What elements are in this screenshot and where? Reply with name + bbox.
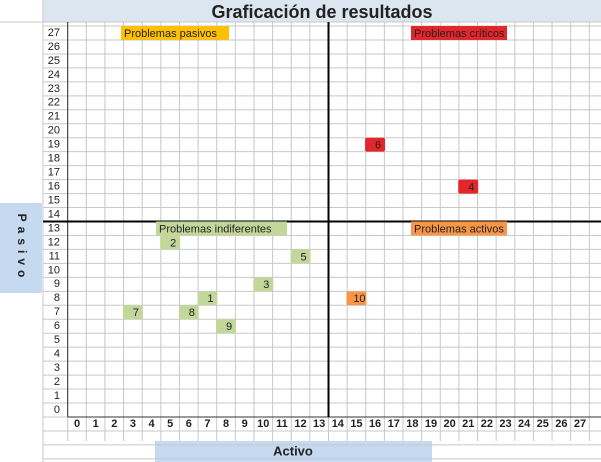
y-tick-label: 10 <box>48 264 60 276</box>
x-tick-label: 11 <box>276 418 288 430</box>
y-tick-label: 21 <box>48 111 60 123</box>
y-tick-label: 11 <box>49 250 60 262</box>
legend-swatch <box>156 221 287 236</box>
y-tick-label: 3 <box>54 362 60 374</box>
point-label: 2 <box>170 237 176 249</box>
y-tick-label: 0 <box>54 404 60 416</box>
point-label: 4 <box>468 181 474 193</box>
title-band <box>43 0 601 22</box>
y-tick-label: 16 <box>48 180 60 192</box>
x-tick-label: 7 <box>204 418 210 430</box>
point <box>458 179 479 194</box>
x-tick-label: 22 <box>481 418 493 430</box>
point <box>216 319 237 334</box>
point-label: 10 <box>353 293 365 305</box>
point-label: 9 <box>226 321 232 333</box>
x-tick-label: 27 <box>574 418 586 430</box>
point <box>160 235 181 250</box>
legend-swatch <box>411 221 507 236</box>
x-axis-label: Activo <box>273 443 313 458</box>
y-tick-label: 20 <box>48 125 60 137</box>
legend-label: Problemas pasivos <box>124 28 217 40</box>
y-tick-label: 6 <box>54 320 60 332</box>
point-label: 7 <box>133 307 139 319</box>
x-tick-label: 15 <box>350 418 362 430</box>
x-tick-label: 26 <box>555 418 567 430</box>
x-tick-label: 4 <box>148 418 155 430</box>
y-tick-label: 18 <box>48 153 60 165</box>
x-tick-label: 8 <box>223 418 229 430</box>
y-tick-label: 19 <box>48 139 60 151</box>
y-tick-label: 24 <box>48 69 60 81</box>
y-tick-label: 9 <box>54 278 60 290</box>
legend-swatch <box>121 26 229 40</box>
point-label: 3 <box>263 279 269 291</box>
x-tick-label: 0 <box>74 418 80 430</box>
x-tick-label: 16 <box>369 418 381 430</box>
y-axis-label: Pasivo <box>15 214 29 283</box>
y-tick-label: 27 <box>48 27 60 39</box>
y-tick-label: 23 <box>48 83 60 95</box>
y-tick-label: 13 <box>48 222 60 234</box>
y-tick-label: 14 <box>48 208 60 220</box>
point <box>178 305 199 320</box>
x-label-band <box>155 441 432 462</box>
point <box>346 291 367 306</box>
point <box>365 137 386 152</box>
y-tick-label: 7 <box>54 306 60 318</box>
y-tick-label: 22 <box>48 97 60 109</box>
x-tick-label: 25 <box>537 418 549 430</box>
x-tick-label: 21 <box>462 418 474 430</box>
point <box>122 305 143 320</box>
y-tick-label: 17 <box>48 167 60 179</box>
y-tick-label: 5 <box>54 334 60 346</box>
legend-label: Problemas indiferentes <box>159 223 272 235</box>
x-tick-label: 2 <box>111 418 117 430</box>
legend-label: Problemas activos <box>414 223 504 235</box>
x-tick-label: 5 <box>167 418 173 430</box>
y-axis-label-text: Pasivo <box>15 214 29 283</box>
x-tick-label: 13 <box>313 418 325 430</box>
x-tick-label: 10 <box>257 418 269 430</box>
y-tick-label: 4 <box>54 348 60 360</box>
x-tick-label: 17 <box>388 418 400 430</box>
x-tick-label: 24 <box>518 418 531 430</box>
y-tick-label: 1 <box>54 390 60 402</box>
point-label: 8 <box>189 307 195 319</box>
y-tick-label: 25 <box>48 55 60 67</box>
point-label: 1 <box>207 293 213 305</box>
legend-label: Problemas críticos <box>414 28 505 40</box>
y-tick-label: 15 <box>48 194 60 206</box>
x-tick-label: 19 <box>425 418 437 430</box>
x-tick-label: 18 <box>406 418 418 430</box>
x-tick-label: 9 <box>242 418 248 430</box>
point <box>197 291 218 306</box>
chart-title: Graficación de resultados <box>211 2 432 22</box>
y-tick-label: 26 <box>48 41 60 53</box>
x-tick-label: 6 <box>186 418 192 430</box>
point-label: 6 <box>375 140 381 152</box>
x-tick-label: 20 <box>443 418 455 430</box>
x-tick-label: 23 <box>499 418 511 430</box>
x-tick-label: 1 <box>93 418 99 430</box>
y-tick-label: 8 <box>54 292 60 304</box>
legend-swatch <box>411 26 507 40</box>
point <box>290 249 311 264</box>
y-label-band <box>0 203 42 293</box>
y-tick-label: 12 <box>48 236 60 248</box>
y-tick-label: 2 <box>54 376 60 388</box>
x-tick-label: 14 <box>332 418 345 430</box>
point <box>253 277 274 292</box>
point-label: 5 <box>300 251 306 263</box>
x-tick-label: 3 <box>130 418 136 430</box>
x-tick-label: 12 <box>294 418 306 430</box>
